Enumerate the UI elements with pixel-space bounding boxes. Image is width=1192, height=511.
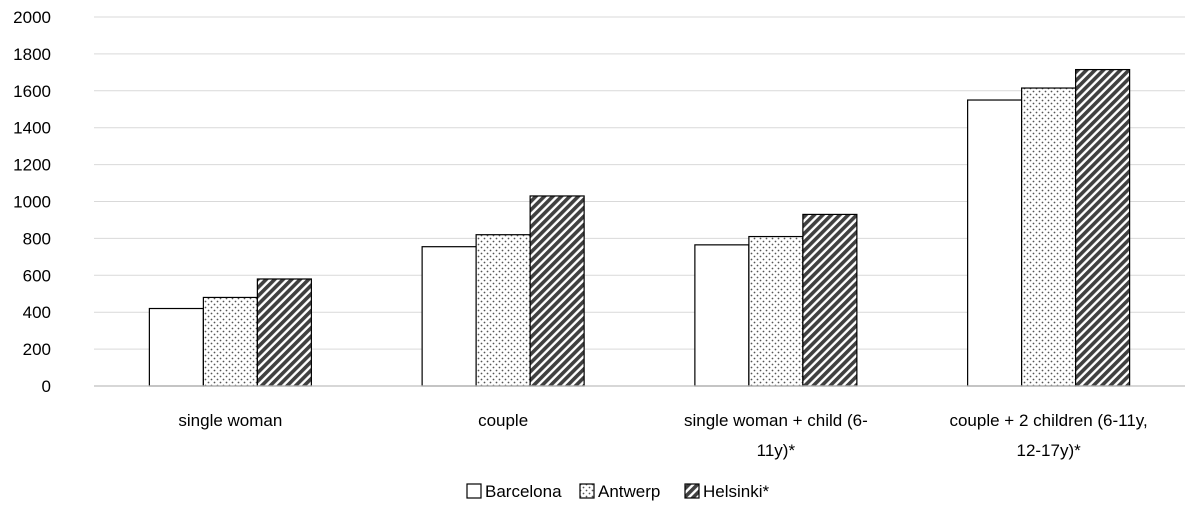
bar-barcelona-1 [421, 246, 477, 387]
y-tick-label: 400 [23, 303, 51, 322]
bar-antwerp-1 [475, 234, 531, 387]
bars [148, 68, 1131, 387]
bar-antwerp-0 [202, 296, 258, 387]
y-tick-label: 1400 [13, 119, 51, 138]
bar-helsinki-2 [802, 213, 858, 387]
x-category-label: couple [478, 411, 528, 430]
y-tick-label: 1200 [13, 156, 51, 175]
x-category-label: single woman + child (6- [684, 411, 868, 430]
y-tick-label: 2000 [13, 8, 51, 27]
bar-barcelona-0 [148, 307, 204, 387]
x-category-label: 12-17y)* [1016, 441, 1081, 460]
legend-label-antwerp: Antwerp [598, 482, 660, 501]
legend: Barcelona Antwerp Helsinki* [466, 482, 770, 501]
x-category-label: 11y)* [757, 441, 796, 460]
bar-antwerp-3 [1021, 87, 1077, 387]
bar-helsinki-1 [529, 195, 585, 387]
x-axis-category-labels: single woman couple single woman + child (… [178, 411, 1147, 460]
y-tick-label: 1000 [13, 193, 51, 212]
y-tick-label: 1800 [13, 45, 51, 64]
legend-label-helsinki: Helsinki* [703, 482, 770, 501]
bar-helsinki-0 [256, 278, 312, 387]
y-tick-label: 800 [23, 229, 51, 248]
legend-label-barcelona: Barcelona [485, 482, 562, 501]
y-tick-label: 200 [23, 340, 51, 359]
legend-swatch-antwerp [579, 483, 595, 499]
y-axis-tick-labels: 0 200 400 600 800 1000 1200 1400 1600 1800 2000 [13, 8, 51, 396]
bar-barcelona-3 [967, 99, 1023, 387]
legend-swatch-helsinki [684, 483, 700, 499]
y-tick-label: 600 [23, 266, 51, 285]
x-category-label: couple + 2 children (6-11y, [949, 411, 1147, 430]
bar-barcelona-2 [694, 244, 750, 387]
bar-helsinki-3 [1075, 68, 1131, 387]
legend-swatch-barcelona [466, 483, 482, 499]
y-tick-label: 0 [42, 377, 51, 396]
y-tick-label: 1600 [13, 82, 51, 101]
x-category-label: single woman [178, 411, 282, 430]
bar-antwerp-2 [748, 235, 804, 387]
